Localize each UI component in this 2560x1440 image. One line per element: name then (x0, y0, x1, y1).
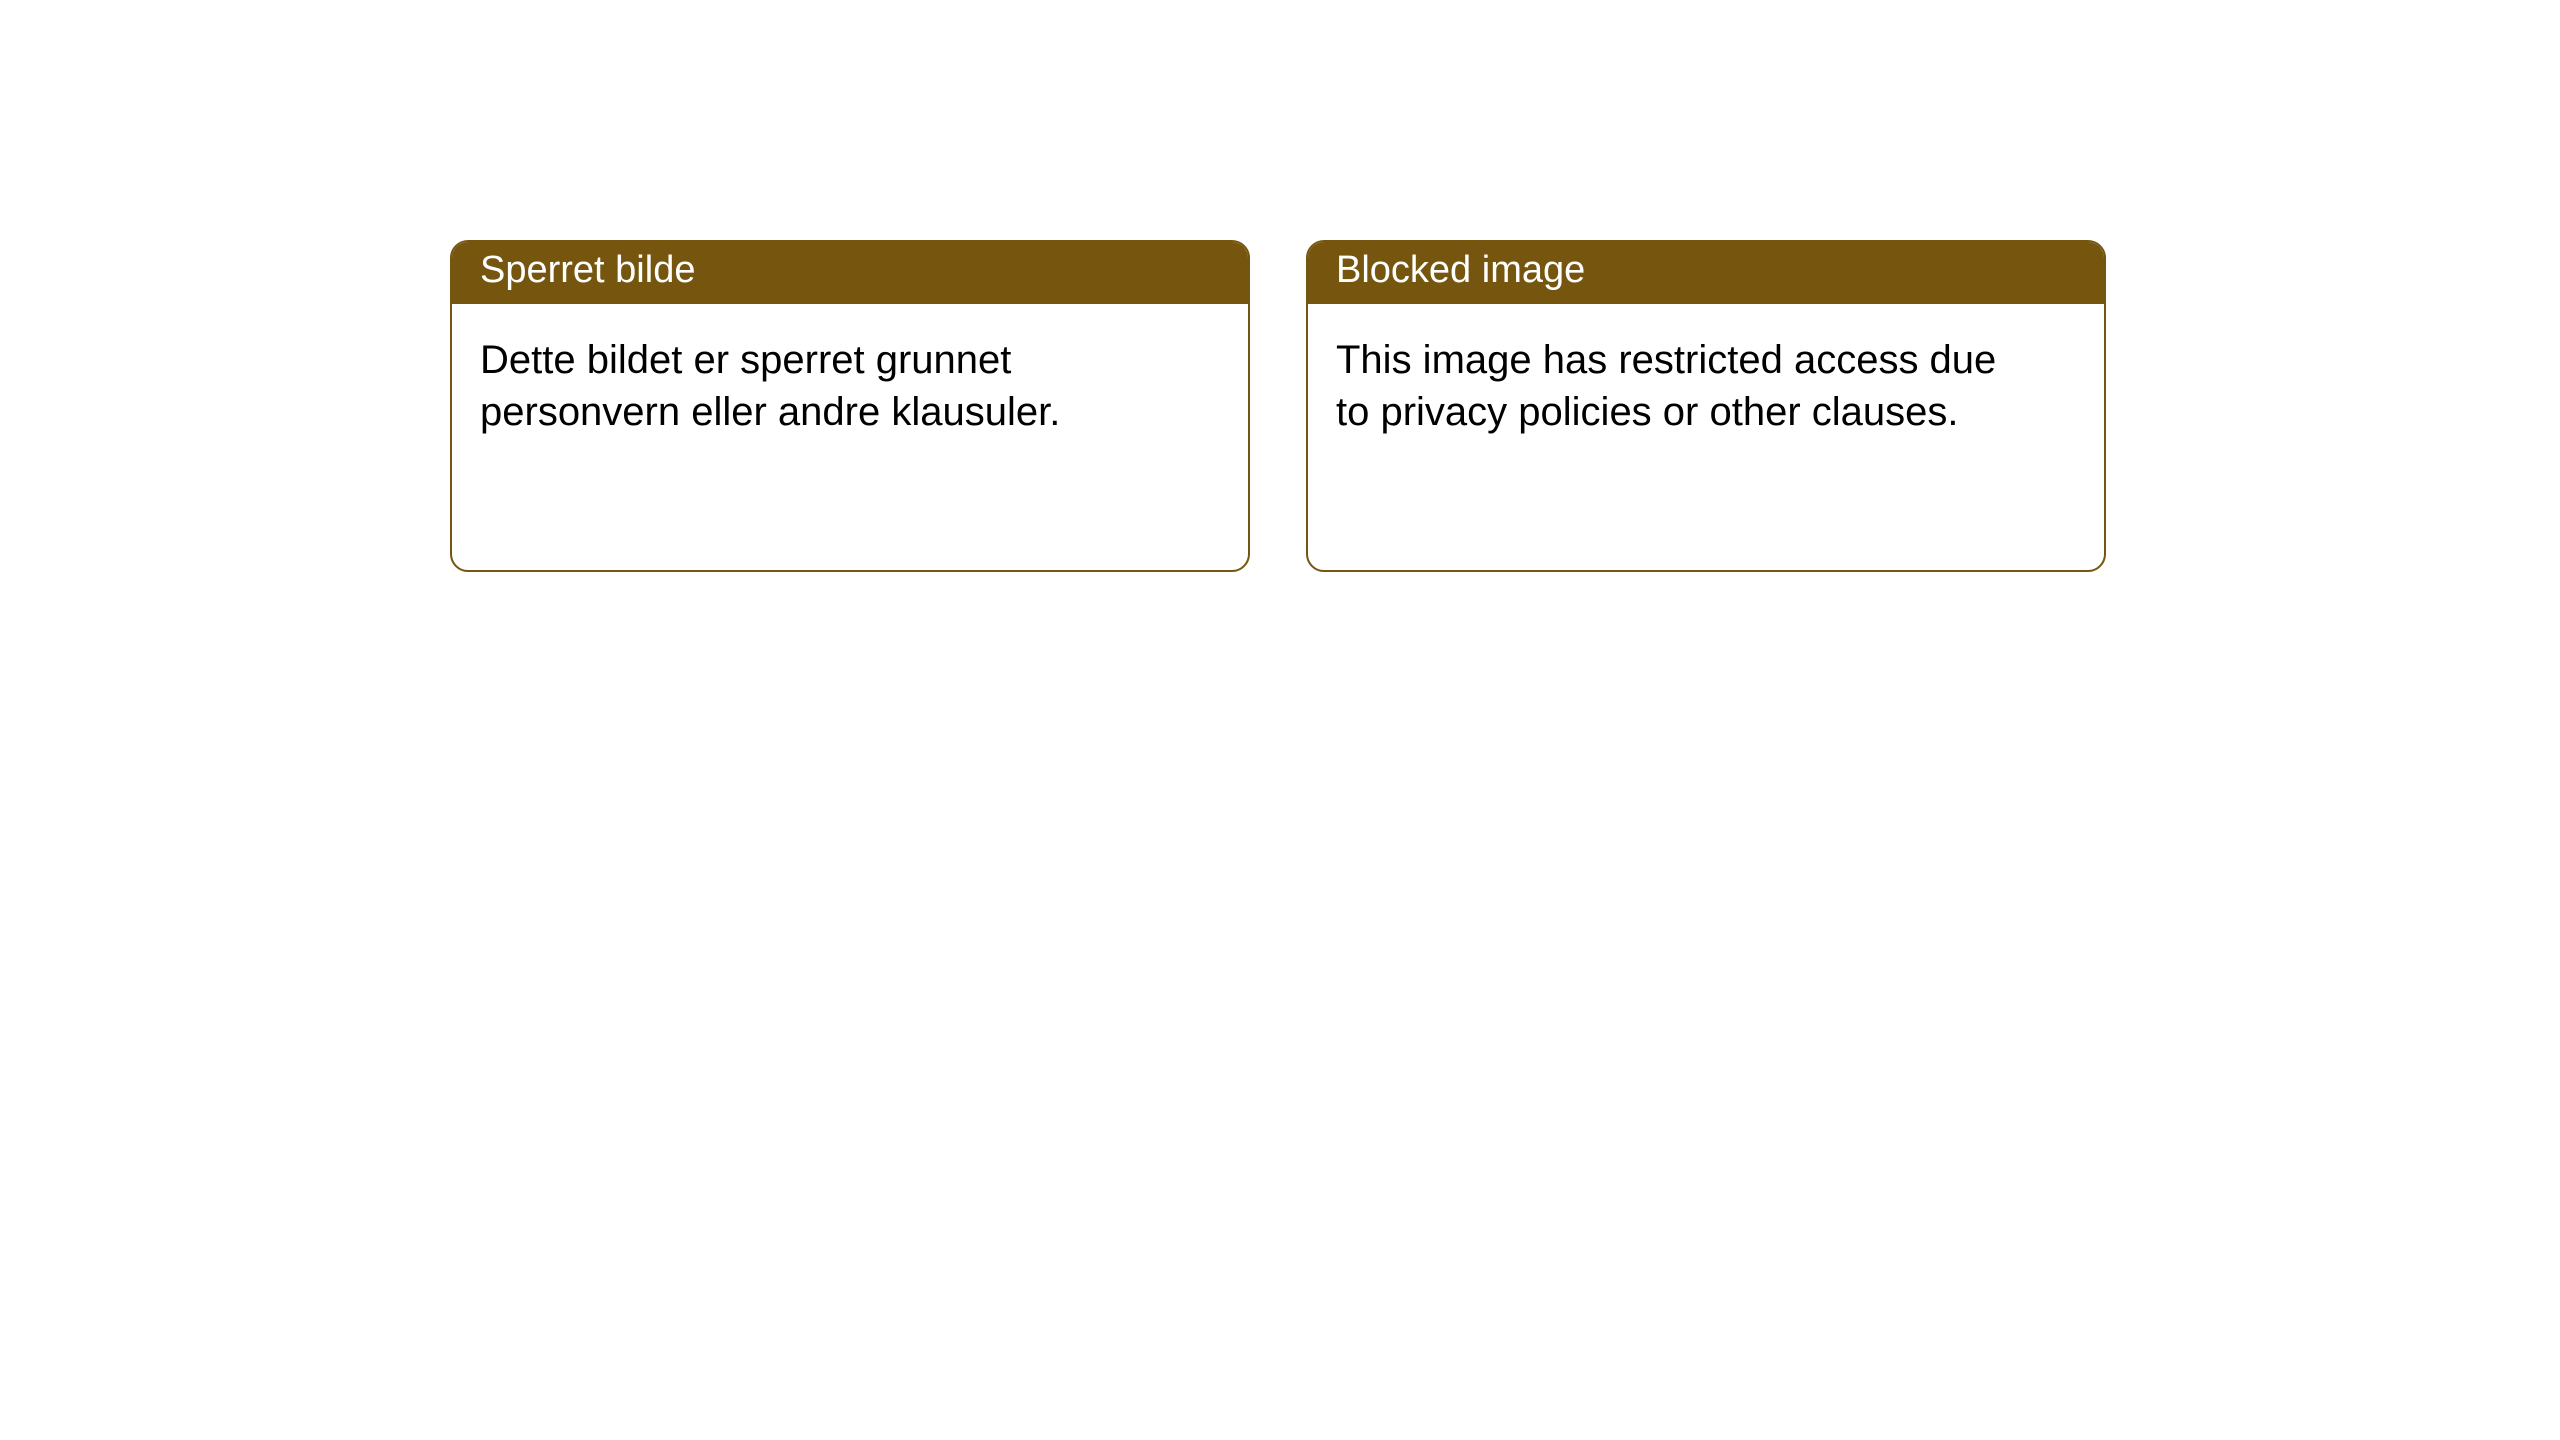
notice-cards-container: Sperret bilde Dette bildet er sperret gr… (450, 240, 2106, 572)
notice-card-body-no: Dette bildet er sperret grunnet personve… (452, 304, 1188, 458)
notice-card-en: Blocked image This image has restricted … (1306, 240, 2106, 572)
notice-card-no: Sperret bilde Dette bildet er sperret gr… (450, 240, 1250, 572)
notice-card-body-en: This image has restricted access due to … (1308, 304, 2044, 458)
notice-card-header-en: Blocked image (1308, 242, 2104, 304)
notice-card-header-no: Sperret bilde (452, 242, 1248, 304)
